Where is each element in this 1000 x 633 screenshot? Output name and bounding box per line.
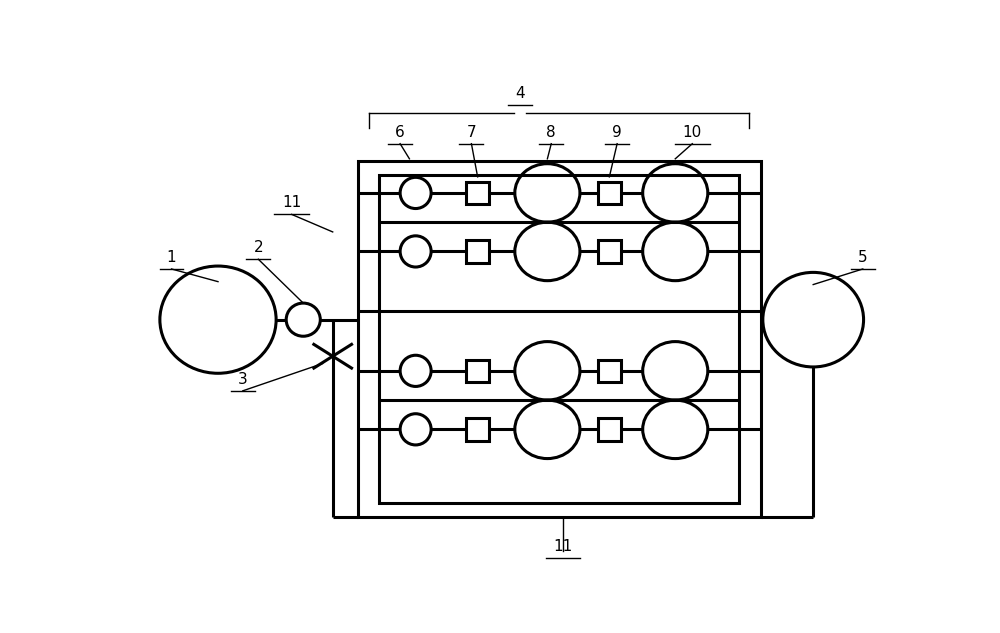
Bar bbox=[466, 182, 489, 204]
Bar bbox=[358, 161, 761, 517]
Text: 5: 5 bbox=[858, 250, 868, 265]
Text: 8: 8 bbox=[546, 125, 556, 139]
Text: 11: 11 bbox=[282, 195, 301, 210]
Bar bbox=[466, 360, 489, 382]
Text: 6: 6 bbox=[395, 125, 405, 139]
Bar bbox=[379, 175, 739, 503]
Bar bbox=[598, 240, 621, 263]
Text: 7: 7 bbox=[467, 125, 476, 139]
Text: 9: 9 bbox=[612, 125, 622, 139]
Text: 1: 1 bbox=[167, 250, 176, 265]
Bar bbox=[466, 240, 489, 263]
Bar bbox=[466, 418, 489, 441]
Text: 11: 11 bbox=[553, 539, 572, 554]
Text: 4: 4 bbox=[515, 86, 525, 101]
Bar bbox=[598, 360, 621, 382]
Bar bbox=[598, 182, 621, 204]
Text: 3: 3 bbox=[238, 372, 248, 387]
Bar bbox=[598, 418, 621, 441]
Text: 2: 2 bbox=[253, 240, 263, 255]
Text: 10: 10 bbox=[683, 125, 702, 139]
